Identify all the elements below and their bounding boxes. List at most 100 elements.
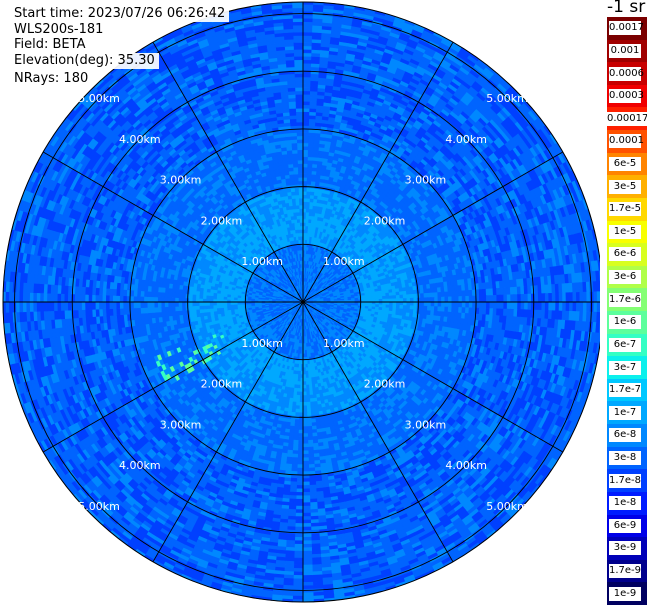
beta-cell [302,35,313,40]
beta-cell [402,301,408,306]
beta-cell [302,142,309,147]
beta-cell [302,24,314,30]
beta-cell [306,187,312,192]
beta-cell [596,291,600,303]
beta-cell [302,90,311,95]
beta-cell [302,208,307,213]
backscatter-cells [2,1,600,603]
beta-cell [405,290,411,296]
beta-cell [420,293,425,299]
beta-cell [307,145,315,151]
beta-cell [451,306,456,313]
beta-cell [302,125,310,130]
beta-cell [551,292,557,303]
beta-cell [430,306,435,312]
beta-cell [489,301,494,309]
beta-cell [485,301,491,309]
beta-cell [405,308,411,314]
beta-cell [402,298,408,303]
beta-cell [302,73,312,78]
beta-cell [302,215,307,220]
beta-cell [458,301,463,308]
beta-cell [492,301,498,310]
beta-cell [371,296,376,300]
beta-cell [562,292,567,303]
beta-cell [437,296,442,303]
beta-cell [451,301,456,308]
beta-cell [409,293,415,299]
beta-cell [454,290,460,298]
beta-cell [593,291,598,303]
beta-cell [465,295,470,303]
beta-cell [579,301,584,313]
beta-cell [492,294,498,303]
beta-cell [485,288,491,296]
beta-cell [302,201,307,206]
beta-cell [499,308,504,317]
beta-cell [478,307,484,315]
beta-cell [492,308,498,316]
beta-cell [302,132,310,137]
beta-cell [306,197,311,203]
beta-cell [447,291,453,298]
beta-cell [527,301,532,311]
beta-cell [503,294,508,303]
beta-cell [537,293,543,303]
beta-cell [302,28,313,33]
beta-cell [307,159,314,165]
beta-cell [389,301,394,306]
beta-cell [569,301,574,312]
beta-cell [447,306,453,313]
ppi-plot: 1.00km1.00km1.00km1.00km2.00km2.00km2.00… [2,1,600,603]
beta-cell [461,290,466,297]
beta-cell [396,298,401,303]
beta-cell [302,14,314,19]
beta-cell [302,31,313,36]
beta-cell [427,301,432,307]
beta-cell [302,55,312,61]
beta-cell [454,306,460,314]
beta-cell [306,177,313,182]
beta-cell [307,170,313,175]
beta-cell [441,301,446,308]
beta-cell [302,42,313,47]
beta-cell [558,292,563,303]
beta-cell [388,295,394,300]
beta-cell [413,293,418,299]
beta-cell [468,295,473,303]
beta-cell [482,288,487,297]
beta-cell [302,190,308,196]
beta-cell [302,121,310,126]
beta-cell [396,301,401,306]
beta-cell [395,294,401,300]
beta-cell [530,293,536,303]
beta-cell [423,305,428,312]
beta-cell [308,132,316,137]
beta-cell [420,297,425,303]
beta-cell [482,307,487,316]
beta-cell [541,301,546,311]
beta-cell [306,201,311,206]
beta-cell [506,301,512,310]
beta-cell [503,301,508,310]
beta-cell [302,114,310,120]
beta-cell [302,194,308,199]
beta-cell [306,194,311,199]
beta-cell [423,297,428,303]
beta-cell [444,301,449,308]
beta-cell [461,307,466,314]
beta-cell [420,305,425,311]
beta-cell [302,204,307,209]
beta-cell [520,293,525,303]
beta-cell [392,298,397,303]
beta-cell [465,301,470,309]
beta-cell [406,297,411,303]
beta-cell [309,107,317,113]
beta-cell [309,114,317,120]
beta-cell [306,190,312,196]
beta-cell [499,287,504,296]
beta-cell [454,301,460,308]
beta-cell [582,291,588,303]
beta-cell [302,152,309,158]
